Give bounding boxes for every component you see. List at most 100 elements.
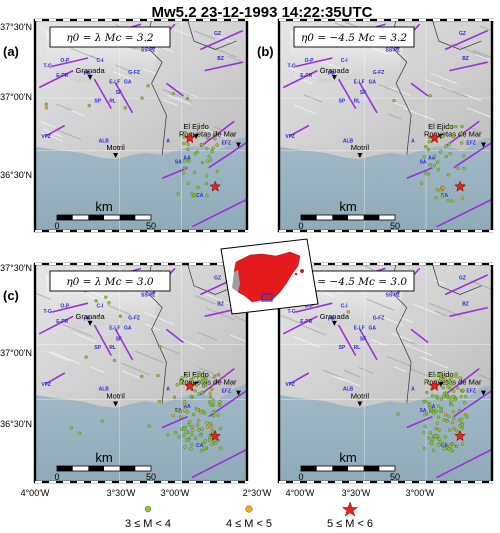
lat-tick-label-bottom-2: 37°00'N <box>0 348 32 358</box>
earthquake-marker <box>207 154 211 158</box>
fault-label: T-G <box>44 64 52 70</box>
fault-trace <box>45 372 66 385</box>
earthquake-marker <box>454 374 458 378</box>
legend-symbol-m4 <box>245 505 253 513</box>
earthquake-marker <box>436 372 441 377</box>
earthquake-marker <box>212 131 217 135</box>
fault-trace <box>161 166 188 180</box>
scale-bar-start: 0 <box>298 221 303 231</box>
earthquake-marker <box>422 155 427 159</box>
earthquake-marker <box>421 400 426 404</box>
earthquake-marker <box>195 383 199 387</box>
el-ejido-marker <box>438 381 444 387</box>
fault-label: EFZ <box>466 389 475 395</box>
earthquake-marker <box>219 446 223 450</box>
earthquake-marker <box>450 199 454 203</box>
earthquake-marker <box>202 447 206 451</box>
earthquake-marker <box>434 426 438 431</box>
fault-trace <box>289 124 310 137</box>
earthquake-marker <box>210 429 215 433</box>
fault-label: T-G <box>44 309 52 315</box>
fault-label: PR <box>84 317 91 323</box>
lon-tick-label-5: 4°00'W <box>286 488 315 498</box>
equation-box <box>49 26 171 48</box>
fault-trace <box>337 78 357 110</box>
earthquake-marker <box>459 132 463 136</box>
fault-trace <box>51 302 89 313</box>
mainshock-star-1 <box>183 132 196 144</box>
roquetas-de-mar-label: Roquetas de Mar <box>424 378 482 387</box>
map-panel-c: GZ BZ T-G C-I O-P SS-FZ E-PR G-FZ PR SF E-LF GA SP RL… <box>3 262 252 484</box>
earthquake-marker <box>442 447 446 451</box>
earthquake-marker <box>433 433 437 438</box>
earthquake-marker <box>177 435 181 439</box>
earthquake-marker <box>449 448 453 452</box>
earthquake-marker <box>200 390 204 394</box>
earthquake-marker <box>436 168 440 172</box>
earthquake-marker <box>450 403 454 407</box>
earthquake-marker <box>443 435 447 439</box>
lat-tick-label-bottom-1: 37°30'N <box>0 263 32 273</box>
earthquake-marker <box>428 431 433 435</box>
earthquake-marker <box>422 446 427 451</box>
earthquake-marker <box>447 428 452 432</box>
motril-label: Motril <box>351 392 370 401</box>
fault-label: O-P <box>305 304 315 310</box>
earthquake-marker <box>209 425 214 429</box>
earthquake-marker <box>156 373 160 378</box>
fault-label: CA <box>196 443 204 449</box>
roquetas-de-mar-marker <box>236 390 241 396</box>
earthquake-marker <box>451 134 456 139</box>
motril-marker <box>113 401 119 407</box>
fault-label: A <box>166 386 170 392</box>
motril-label: Motril <box>351 143 370 152</box>
fault-label: T-G <box>288 64 296 70</box>
fault-trace <box>93 78 112 109</box>
earthquake-marker <box>454 124 458 129</box>
fault-label: CA <box>196 193 204 199</box>
fault-trace <box>436 448 492 479</box>
earthquake-marker <box>453 398 457 402</box>
earthquake-marker <box>94 299 98 303</box>
earthquake-marker <box>188 420 192 424</box>
fault-trace <box>444 367 480 396</box>
fault-label: GA <box>124 325 132 331</box>
earthquake-marker <box>200 125 205 129</box>
fault-trace <box>453 389 492 418</box>
fault-label: E-PR <box>56 319 68 325</box>
earthquake-marker <box>426 147 431 152</box>
earthquake-marker <box>191 375 196 379</box>
earthquake-marker <box>96 315 101 320</box>
earthquake-marker <box>451 395 456 399</box>
earthquake-marker <box>207 438 212 442</box>
earthquake-marker <box>171 413 175 418</box>
earthquake-marker <box>462 167 466 171</box>
earthquake-marker <box>213 137 217 141</box>
earthquake-marker <box>183 159 187 163</box>
earthquake-marker <box>462 154 466 158</box>
earthquake-marker <box>190 442 194 447</box>
earthquake-marker <box>140 374 144 379</box>
fault-label: AA <box>428 404 436 410</box>
earthquake-marker <box>185 410 189 414</box>
earthquake-marker <box>182 426 186 431</box>
earthquake-marker <box>196 419 201 423</box>
roquetas-de-mar-marker <box>481 142 486 148</box>
scale-bar-unit: km <box>95 450 112 465</box>
earthquake-marker <box>423 413 427 417</box>
fault-label: VFZ <box>41 134 50 140</box>
earthquake-marker <box>185 96 190 101</box>
iberia-inset-map <box>220 238 319 315</box>
mainshock-star-2 <box>454 180 466 192</box>
earthquake-marker <box>437 437 441 441</box>
earthquake-marker <box>460 141 464 145</box>
fault-label: SA <box>420 160 427 166</box>
figure-title: Mw5.2 23-12-1993 14:22:35UTC <box>152 4 373 21</box>
fault-trace <box>449 61 488 72</box>
earthquake-marker <box>445 419 449 423</box>
fault-trace <box>337 324 357 356</box>
equation-text: η0 = −4.5 Mc = 3.2 <box>301 32 407 44</box>
earthquake-marker <box>424 145 428 149</box>
earthquake-marker <box>439 408 444 412</box>
earthquake-marker <box>191 412 196 417</box>
